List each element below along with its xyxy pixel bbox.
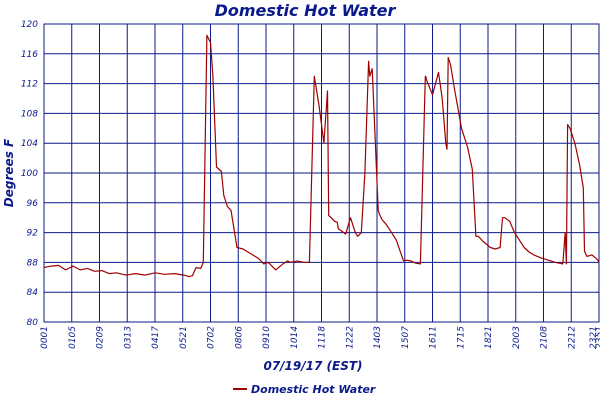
x-tick-label: 1222 (345, 326, 355, 349)
y-tick-label: 112 (21, 80, 38, 90)
x-tick-label: 0209 (96, 326, 106, 349)
y-axis-label: Degrees F (2, 138, 16, 207)
x-tick-label: 0806 (234, 326, 244, 349)
x-tick-label: 1821 (484, 326, 494, 349)
y-tick-label: 96 (27, 199, 39, 209)
x-tick-label: 2321 (589, 326, 599, 349)
x-tick-label: 0702 (207, 326, 217, 349)
x-tick-label: 1507 (401, 326, 411, 349)
y-tick-label: 88 (27, 258, 39, 268)
x-tick-label: 0001 (40, 326, 50, 349)
legend-label: Domestic Hot Water (251, 383, 376, 396)
x-tick-label: 1014 (290, 326, 300, 349)
y-tick-label: 84 (27, 288, 39, 298)
chart-title: Domestic Hot Water (215, 1, 397, 20)
x-tick-label: 0313 (123, 326, 133, 349)
y-tick-label: 116 (21, 50, 38, 60)
series-line-domestic-hot-water (43, 34, 600, 278)
y-tick-label: 100 (21, 169, 38, 179)
y-tick-label: 92 (27, 229, 39, 239)
x-tick-label: 1715 (456, 326, 466, 349)
y-tick-label: 108 (21, 109, 38, 119)
grid-lines (43, 23, 600, 323)
x-tick-label: 1611 (429, 326, 439, 349)
x-tick-label: 0910 (262, 326, 272, 349)
legend: Domestic Hot Water (233, 383, 376, 396)
x-tick-label: 1118 (318, 326, 328, 349)
x-tick-label: 0417 (151, 326, 161, 349)
x-tick-label: 2351 (595, 326, 600, 349)
x-tick-label: 0521 (179, 326, 189, 349)
x-tick-label: 1403 (373, 326, 383, 349)
x-tick-label: 2108 (540, 326, 550, 349)
y-tick-label: 120 (21, 20, 38, 30)
x-tick-label: 2003 (512, 326, 522, 349)
y-tick-label: 104 (21, 139, 38, 149)
x-tick-label: 2212 (567, 326, 577, 349)
y-axis-ticks: 80 84 88 92 96 100 104 108 112 116 120 (21, 20, 38, 328)
x-axis-ticks: 0001 0105 0209 0313 0417 0521 0702 0806 0910 1014… (40, 326, 600, 349)
x-tick-label: 0105 (68, 326, 78, 349)
x-axis-label: 07/19/17 (EST) (263, 359, 362, 373)
plot-frame (43, 23, 600, 323)
y-tick-label: 80 (27, 318, 39, 328)
